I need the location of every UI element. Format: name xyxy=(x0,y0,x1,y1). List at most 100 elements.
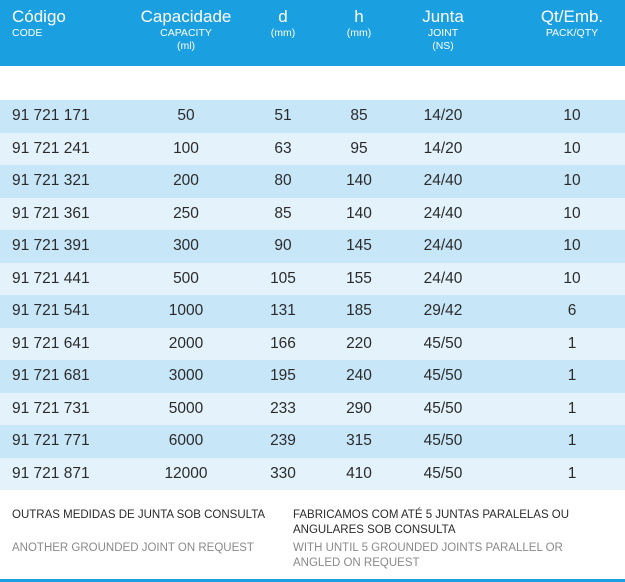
cell-capacity: 300 xyxy=(173,237,199,254)
cell-joint: 24/40 xyxy=(423,172,463,189)
note-multi-joints-pt-line2: ANGULARES SOB CONSULTA xyxy=(293,524,456,536)
cell-pack: 10 xyxy=(563,269,581,287)
cell-h: 410 xyxy=(346,464,372,482)
table-header: Código CODE Capacidade CAPACITY (ml) d (… xyxy=(0,0,625,66)
cell-h: 185 xyxy=(346,302,372,319)
cell-joint: 14/20 xyxy=(423,139,463,157)
cell-code: 91 721 871 xyxy=(12,464,90,482)
table-row: 91 721 391 300 90 145 24/40 10 xyxy=(0,230,625,263)
cell-pack: 1 xyxy=(567,367,577,384)
cell-capacity: 100 xyxy=(173,139,199,157)
header-spacer xyxy=(0,66,625,100)
cell-pack: 1 xyxy=(567,464,577,482)
cell-d: 166 xyxy=(270,334,296,352)
cell-joint: 45/50 xyxy=(423,464,463,482)
header-h: h (mm) xyxy=(326,8,392,40)
cell-d: 90 xyxy=(274,237,292,254)
cell-d: 105 xyxy=(270,269,296,287)
cell-pack: 10 xyxy=(563,237,581,254)
table-row: 91 721 241 100 63 95 14/20 10 xyxy=(0,132,625,165)
header-capacity-sublabel: CAPACITY xyxy=(160,27,212,39)
cell-joint: 24/40 xyxy=(423,269,463,287)
header-d-unit: (mm) xyxy=(270,27,296,39)
table-row: 91 721 681 3000 195 240 45/50 1 xyxy=(0,360,625,393)
cell-code: 91 721 771 xyxy=(12,432,90,449)
cell-h: 85 xyxy=(350,107,368,124)
cell-capacity: 200 xyxy=(173,172,199,189)
cell-pack: 1 xyxy=(567,399,577,417)
cell-capacity: 2000 xyxy=(168,334,204,352)
cell-h: 290 xyxy=(346,399,372,417)
header-d: d (mm) xyxy=(250,8,316,40)
note-other-joints-pt: OUTRAS MEDIDAS DE JUNTA SOB CONSULTA xyxy=(12,509,266,521)
table-row: 91 721 321 200 80 140 24/40 10 xyxy=(0,165,625,198)
cell-d: 195 xyxy=(270,367,296,384)
cell-joint: 45/50 xyxy=(423,399,463,417)
header-h-label: h xyxy=(354,7,364,26)
cell-d: 330 xyxy=(270,464,296,482)
note-multi-joints-en-line1: WITH UNTIL 5 GROUNDED JOINTS PARALLEL OR xyxy=(293,542,563,554)
cell-d: 131 xyxy=(270,302,296,319)
cell-joint: 45/50 xyxy=(423,367,463,384)
cell-pack: 10 xyxy=(563,172,581,189)
cell-code: 91 721 241 xyxy=(12,139,90,157)
cell-d: 239 xyxy=(270,432,296,449)
cell-d: 80 xyxy=(274,172,292,189)
table-row: 91 721 171 50 51 85 14/20 10 xyxy=(0,100,625,133)
table-row: 91 721 541 1000 131 185 29/42 6 xyxy=(0,295,625,328)
note-multi-joints-en-line2: ANGLED ON REQUEST xyxy=(293,557,420,569)
cell-code: 91 721 441 xyxy=(12,269,90,287)
cell-h: 145 xyxy=(346,237,372,254)
header-joint-unit: (NS) xyxy=(432,40,454,52)
cell-capacity: 500 xyxy=(173,269,199,287)
cell-capacity: 3000 xyxy=(168,367,204,384)
cell-capacity: 250 xyxy=(173,204,199,222)
table-row: 91 721 771 6000 239 315 45/50 1 xyxy=(0,425,625,458)
cell-capacity: 12000 xyxy=(164,464,208,482)
table-row: 91 721 441 500 105 155 24/40 10 xyxy=(0,262,625,295)
cell-code: 91 721 391 xyxy=(12,237,90,254)
cell-d: 233 xyxy=(270,399,296,417)
cell-h: 220 xyxy=(346,334,372,352)
table-body: 91 721 171 50 51 85 14/20 10 91 721 241 … xyxy=(0,100,625,490)
cell-d: 63 xyxy=(274,139,292,157)
cell-capacity: 1000 xyxy=(168,302,204,319)
table-row: 91 721 871 12000 330 410 45/50 1 xyxy=(0,457,625,490)
header-joint-label: Junta xyxy=(422,7,464,26)
cell-pack: 10 xyxy=(563,139,581,157)
footer-notes: OUTRAS MEDIDAS DE JUNTA SOB CONSULTA ANO… xyxy=(0,490,625,582)
table-row: 91 721 641 2000 166 220 45/50 1 xyxy=(0,327,625,360)
cell-pack: 1 xyxy=(567,432,577,449)
cell-code: 91 721 361 xyxy=(12,204,90,222)
cell-joint: 29/42 xyxy=(423,302,463,319)
cell-code: 91 721 641 xyxy=(12,334,90,352)
note-other-joints-en: ANOTHER GROUNDED JOINT ON REQUEST xyxy=(12,542,254,554)
header-joint: Junta JOINT (NS) xyxy=(405,8,481,53)
cell-code: 91 721 731 xyxy=(12,399,90,417)
bottom-border xyxy=(0,579,625,582)
cell-code: 91 721 321 xyxy=(12,172,90,189)
header-capacity-unit: (ml) xyxy=(176,40,196,52)
cell-joint: 45/50 xyxy=(423,334,463,352)
cell-capacity: 6000 xyxy=(168,432,204,449)
table-row: 91 721 361 250 85 140 24/40 10 xyxy=(0,197,625,230)
cell-code: 91 721 681 xyxy=(12,367,90,384)
cell-pack: 10 xyxy=(563,107,581,124)
header-code-label: Código xyxy=(12,7,66,26)
cell-capacity: 50 xyxy=(177,107,195,124)
cell-joint: 24/40 xyxy=(423,237,463,254)
header-pack-label: Qt/Emb. xyxy=(540,7,604,26)
cell-code: 91 721 541 xyxy=(12,302,90,319)
cell-joint: 24/40 xyxy=(423,204,463,222)
header-joint-sublabel: JOINT xyxy=(427,27,459,39)
header-d-label: d xyxy=(278,7,288,26)
cell-d: 85 xyxy=(274,204,292,222)
header-pack: Qt/Emb. PACK/QTY xyxy=(524,8,620,40)
header-code-sublabel: CODE xyxy=(12,27,43,39)
cell-h: 95 xyxy=(350,139,368,157)
cell-code: 91 721 171 xyxy=(12,107,90,124)
header-code: Código CODE xyxy=(12,8,122,40)
cell-h: 140 xyxy=(346,204,372,222)
cell-capacity: 5000 xyxy=(168,399,204,417)
note-multi-joints-pt-line1: FABRICAMOS COM ATÉ 5 JUNTAS PARALELAS OU xyxy=(293,509,570,521)
